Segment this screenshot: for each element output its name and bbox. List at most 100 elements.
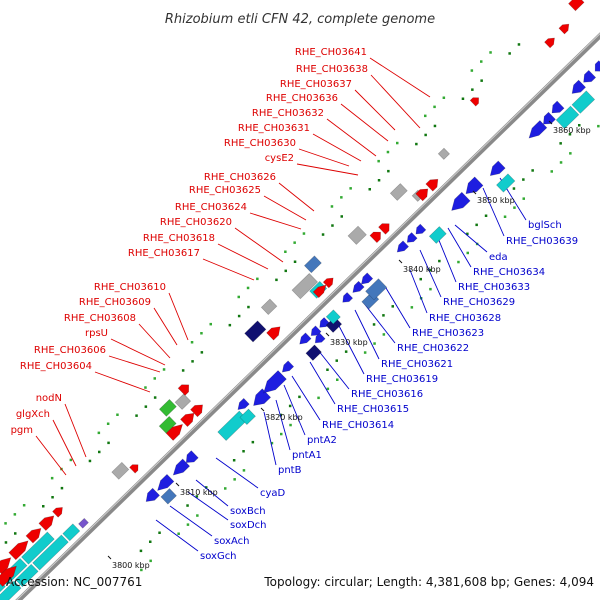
leader-plus-21 [64,403,87,458]
leader-plus-18 [110,338,166,366]
minus-gene-33 [543,111,556,125]
minus-gene-10 [263,370,287,394]
plus-gene-label-4: RHE_CH03636 [266,93,338,104]
tick-mark-5 [398,259,403,264]
plus-gene-21 [129,464,139,474]
minus-gene-label-19: soxBch [230,506,266,517]
minus-gene-label-22: soxGch [200,551,237,562]
minus-gene-7 [237,397,250,410]
minus-gene-label-18: cyaD [260,488,286,499]
leader-plus-2 [370,74,421,129]
plus-gene-22 [158,415,177,434]
minus-gene-label-8: RHE_CH03623 [412,328,484,339]
plus-gene-24 [180,412,195,427]
minus-gene-37 [571,79,587,94]
plus-gene-13 [25,527,42,544]
plus-gene-20 [111,461,130,480]
leader-plus-8 [296,163,359,176]
minus-gene-label-1: bglSch [528,220,562,231]
plus-gene-38 [369,231,381,244]
minus-gene-16 [314,332,326,344]
plus-gene-label-16: RHE_CH03609 [79,297,151,308]
plus-gene-label-18: rpsU [85,328,108,339]
leader-plus-22 [52,419,77,467]
leader-minus-14 [291,375,321,421]
leader-plus-15 [168,292,189,341]
plus-gene-label-8: cysE2 [265,153,294,164]
leader-plus-9 [278,182,315,212]
minus-gene-23 [365,278,388,301]
minus-gene-20 [352,280,365,293]
minus-gene-34 [551,100,565,114]
plus-gene-label-15: RHE_CH03610 [94,282,166,293]
plus-gene-label-9: RHE_CH03626 [204,172,276,183]
map-title: Rhizobium etli CFN 42, complete genome [165,12,435,27]
leader-minus-20 [187,491,229,521]
plus-gene-36 [303,255,322,274]
leader-minus-7 [409,269,428,314]
minus-gene-label-4: RHE_CH03634 [473,267,545,278]
plus-gene-2 [15,563,39,588]
leader-minus-17 [263,411,277,466]
minus-gene-label-12: RHE_CH03616 [351,389,423,400]
minus-gene-27 [428,226,447,244]
leader-plus-13 [217,243,269,270]
plus-gene-1 [0,580,22,600]
leader-minus-5 [435,232,457,283]
tick-mark-6 [472,190,477,195]
plus-gene-label-1: RHE_CH03641 [295,47,367,58]
minus-gene-9 [239,408,256,425]
tick-label-6: 3850 kbp [477,196,515,205]
accession-text: Accession: NC_007761 [6,575,142,589]
plus-gene-label-23: pgm [11,425,33,436]
minus-gene-36 [571,90,596,114]
minus-gene-28 [451,191,471,211]
leader-minus-6 [419,249,442,298]
minus-gene-3 [157,473,175,491]
leader-plus-14 [202,258,255,281]
leader-plus-16 [153,307,178,346]
label-leaders [35,57,527,552]
minus-gene-18 [325,309,341,325]
leader-plus-7 [298,148,350,167]
plus-gene-30 [266,326,281,341]
tick-mark-1 [107,555,112,560]
plus-gene-43 [425,178,439,192]
leader-plus-12 [234,227,284,263]
plus-gene-label-2: RHE_CH03638 [296,64,368,75]
minus-gene-label-7: RHE_CH03628 [429,313,501,324]
leader-minus-18 [215,457,259,489]
minus-gene-15 [305,344,322,361]
plus-gene-32 [291,273,319,300]
plus-gene-44 [437,147,450,160]
leader-minus-12 [317,349,350,390]
plus-gene-39 [378,223,390,235]
minus-gene-21 [361,272,374,285]
tick-mark-4 [325,332,330,337]
plus-gene-label-22: glgXch [16,409,50,420]
minus-gene-31 [496,173,516,193]
leader-plus-4 [340,103,389,142]
scale-ticks: 3800 kbp 3810 kbp 3820 kbp 3830 kbp 3840 kbp… [107,120,591,570]
plus-gene-28 [177,384,190,396]
plus-gene-label-17: RHE_CH03608 [64,313,136,324]
plus-gene-label-21: nodN [36,393,62,404]
leader-plus-3 [354,89,396,131]
plus-gene-label-13: RHE_CH03618 [143,233,215,244]
minus-gene-label-5: RHE_CH03633 [458,282,530,293]
plus-gene-27 [174,393,192,410]
plus-gene-label-20: RHE_CH03604 [20,361,92,372]
leader-minus-2 [482,187,505,237]
plus-gene-45 [469,97,479,107]
gene-labels: RHE_CH03641 RHE_CH03638 RHE_CH03637 RHE_CH0… [11,47,579,562]
leader-minus-19 [195,479,229,507]
plus-gene-11 [0,557,12,575]
minus-gene-35 [555,105,580,130]
plus-gene-label-6: RHE_CH03631 [238,123,310,134]
leader-plus-6 [312,133,362,162]
plus-gene-edge-1 [568,0,585,12]
plus-gene-label-7: RHE_CH03630 [224,138,296,149]
